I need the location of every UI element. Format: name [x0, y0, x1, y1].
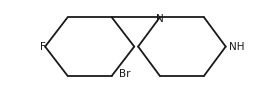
Text: NH: NH	[229, 42, 244, 52]
Text: Br: Br	[119, 69, 131, 79]
Text: F: F	[40, 42, 46, 52]
Text: N: N	[156, 14, 164, 24]
